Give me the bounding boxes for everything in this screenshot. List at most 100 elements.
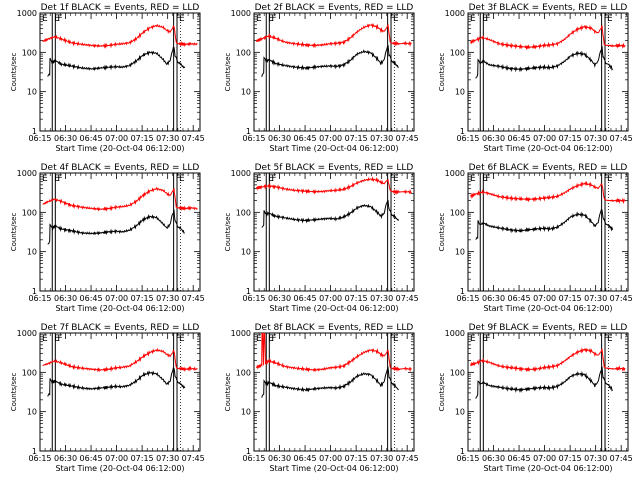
x-tick-label: 07:15: [345, 454, 368, 463]
y-tick-label: 100: [450, 48, 465, 57]
panel-det-7: Det 7f BLACK = Events, RED = LLD 1 10 100 10…: [10, 323, 205, 473]
series-events-line: [261, 44, 399, 77]
x-tick-label: 06:30: [54, 294, 77, 303]
x-tick-label: 07:45: [610, 454, 633, 463]
series-lld-line: [470, 347, 626, 373]
x-tick-label: 06:45: [508, 454, 531, 463]
x-tick-label: 06:15: [28, 134, 51, 143]
flag-label: F: [485, 334, 490, 344]
flag-label: F: [271, 334, 276, 344]
panel-title: Det 1f BLACK = Events, RED = LLD: [41, 3, 200, 13]
series-lld-line: [42, 347, 198, 373]
x-tick-label: 07:15: [559, 294, 582, 303]
flag-label: F: [604, 334, 609, 344]
y-tick-label: 10: [27, 88, 37, 97]
x-tick-label: 07:15: [131, 294, 154, 303]
x-axis-label: Start Time (20-Oct-04 06:12:00): [483, 144, 612, 153]
y-tick-label: 10: [241, 88, 251, 97]
series-lld-line: [470, 180, 626, 205]
panel-det-1: Det 1f BLACK = Events, RED = LLD 1 10 100 10…: [10, 3, 205, 153]
x-tick-label: 07:00: [319, 454, 342, 463]
panel-det-6: Det 6f BLACK = Events, RED = LLD 1 10 100 10…: [438, 163, 633, 313]
flag-label: E: [179, 14, 185, 24]
series-events-line: [261, 365, 399, 398]
plot-frame: [253, 172, 415, 292]
y-tick-label: 1000: [231, 169, 251, 178]
y-tick-label: 100: [22, 208, 37, 217]
flag-label: E: [470, 334, 476, 344]
y-axis-label: Counts/sec: [224, 213, 232, 252]
series-events-line: [47, 367, 186, 397]
x-tick-label: 07:00: [533, 294, 556, 303]
y-tick-label: 1: [32, 127, 37, 136]
plot-frame: [467, 12, 629, 132]
x-tick-label: 07:30: [156, 294, 179, 303]
x-tick-label: 07:30: [584, 134, 607, 143]
flag-label: E: [482, 14, 488, 24]
flag-label: F: [57, 334, 62, 344]
y-axis-label: Counts/sec: [10, 373, 18, 412]
flag-label: F: [604, 14, 609, 24]
series-lld-line: [470, 24, 626, 51]
flag-label: E: [42, 174, 48, 184]
y-tick-label: 100: [236, 368, 251, 377]
series-events-line: [475, 366, 614, 399]
x-tick-label: 07:00: [533, 454, 556, 463]
panel-title: Det 8f BLACK = Events, RED = LLD: [255, 323, 414, 333]
flag-label: E: [179, 174, 185, 184]
x-tick-label: 07:15: [131, 134, 154, 143]
x-tick-label: 07:15: [559, 454, 582, 463]
x-tick-label: 06:15: [28, 294, 51, 303]
x-tick-label: 07:30: [370, 134, 393, 143]
flag-label: F: [390, 334, 395, 344]
x-tick-label: 07:30: [156, 454, 179, 463]
y-tick-label: 1000: [17, 329, 37, 338]
x-tick-label: 07:45: [182, 294, 205, 303]
y-axis-label: Counts/sec: [438, 373, 446, 412]
x-tick-label: 07:45: [396, 454, 419, 463]
x-tick-label: 06:30: [54, 134, 77, 143]
y-tick-label: 1: [460, 287, 465, 296]
flag-label: E: [470, 14, 476, 24]
x-tick-label: 06:15: [456, 454, 479, 463]
flag-label: F: [604, 174, 609, 184]
x-tick-label: 06:30: [482, 454, 505, 463]
x-tick-label: 06:15: [28, 454, 51, 463]
y-tick-label: 1: [460, 127, 465, 136]
plot-frame: [39, 332, 201, 452]
flag-label: F: [176, 14, 181, 24]
flag-label: E: [256, 14, 262, 24]
y-tick-label: 1: [32, 287, 37, 296]
flag-label: F: [390, 14, 395, 24]
y-tick-label: 100: [22, 368, 37, 377]
series-lld-line: [42, 23, 198, 49]
series-lld-line: [256, 23, 412, 49]
flag-label: E: [268, 14, 274, 24]
x-tick-label: 06:15: [242, 134, 265, 143]
plot-frame: [39, 172, 201, 292]
plot-frame: [467, 172, 629, 292]
flag-label: E: [607, 334, 613, 344]
x-axis-label: Start Time (20-Oct-04 06:12:00): [483, 464, 612, 473]
flag-label: F: [485, 174, 490, 184]
flag-label: E: [256, 174, 262, 184]
x-axis-label: Start Time (20-Oct-04 06:12:00): [55, 304, 184, 313]
flag-label: E: [179, 334, 185, 344]
series-events-line: [475, 209, 614, 240]
x-tick-label: 07:45: [610, 134, 633, 143]
x-tick-label: 07:45: [396, 294, 419, 303]
panel-det-9: Det 9f BLACK = Events, RED = LLD 1 10 100 10…: [438, 323, 633, 473]
x-tick-label: 06:30: [268, 454, 291, 463]
y-tick-label: 10: [27, 408, 37, 417]
x-tick-label: 07:15: [559, 134, 582, 143]
x-tick-label: 06:45: [508, 294, 531, 303]
x-tick-label: 06:30: [54, 454, 77, 463]
x-tick-label: 06:45: [80, 294, 103, 303]
flag-label: E: [42, 14, 48, 24]
panel-det-3: Det 3f BLACK = Events, RED = LLD 1 10 100 10…: [438, 3, 633, 153]
y-tick-label: 10: [241, 408, 251, 417]
y-tick-label: 1: [460, 447, 465, 456]
y-tick-label: 10: [27, 248, 37, 257]
x-tick-label: 07:00: [105, 294, 128, 303]
x-tick-label: 07:15: [131, 454, 154, 463]
